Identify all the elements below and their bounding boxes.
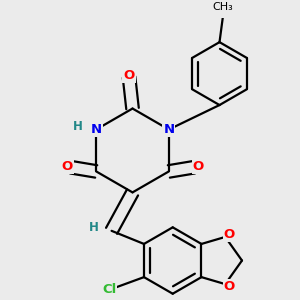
Text: O: O (224, 228, 235, 241)
Text: H: H (73, 120, 83, 133)
Text: O: O (123, 69, 135, 82)
Text: O: O (61, 160, 73, 173)
Text: O: O (224, 280, 235, 293)
Text: O: O (193, 160, 204, 173)
Text: N: N (91, 123, 102, 136)
Text: Cl: Cl (102, 283, 116, 296)
Text: H: H (89, 221, 99, 234)
Text: CH₃: CH₃ (213, 2, 233, 12)
Text: N: N (163, 123, 174, 136)
